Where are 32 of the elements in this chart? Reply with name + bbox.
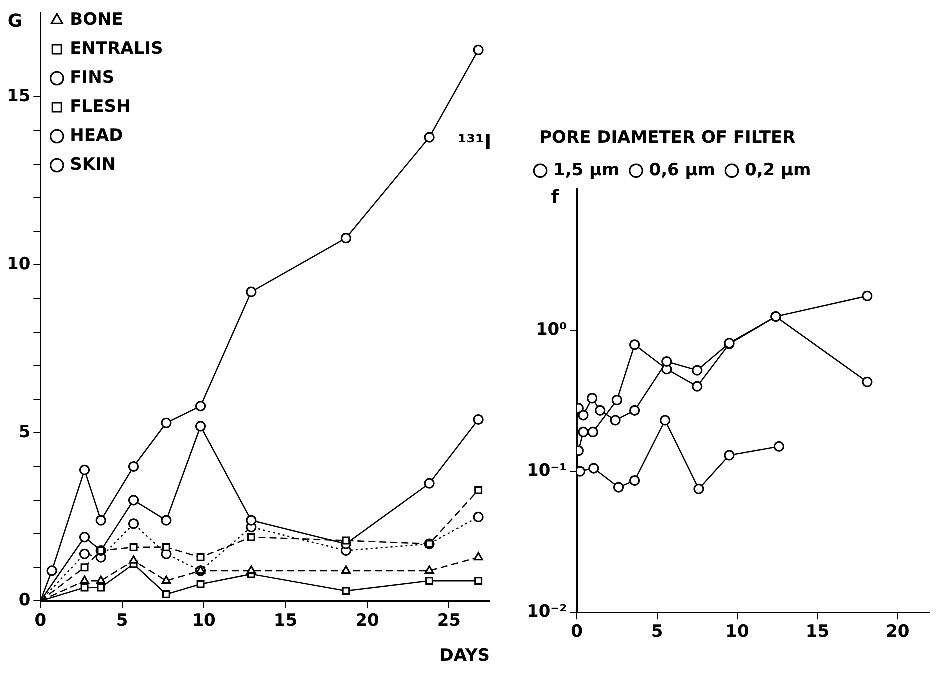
x-axis-title: DAYS — [440, 646, 490, 666]
x-tick-label: 0 — [571, 622, 584, 642]
y-axis-title: G — [8, 10, 23, 32]
y-tick-label: 5 — [18, 422, 31, 443]
x-tick-label: 25 — [437, 610, 461, 631]
y-tick-label: 0 — [18, 590, 31, 611]
legend-label: 1,5 µm — [554, 160, 620, 180]
legend-label: 0,2 µm — [745, 160, 812, 180]
legend-label: HEAD — [70, 126, 124, 146]
y-tick-label: 10⁰ — [536, 320, 568, 340]
x-tick-label: 15 — [806, 622, 830, 642]
x-tick-label: 10 — [726, 622, 750, 642]
annotation: ¹³¹I — [458, 130, 492, 154]
legend-title: PORE DIAMETER OF FILTER — [540, 128, 796, 148]
legend-label: SKIN — [70, 154, 116, 175]
legend-label: FINS — [70, 68, 115, 88]
x-tick-label: 0 — [34, 610, 47, 631]
x-tick-label: 15 — [274, 610, 298, 631]
y-tick-label: 10 — [6, 254, 31, 275]
legend-label: FLESH — [70, 96, 131, 117]
x-tick-label: 5 — [116, 610, 128, 631]
legend-label: 0,6 µm — [649, 160, 716, 180]
y-tick-label: 10⁻¹ — [527, 460, 568, 481]
y-tick-label: 10⁻² — [527, 602, 568, 622]
x-tick-label: 20 — [886, 622, 910, 642]
y-tick-label: 15 — [6, 86, 31, 107]
legend-label: BONE — [70, 10, 124, 30]
x-tick-label: 10 — [192, 610, 216, 631]
x-tick-label: 20 — [356, 610, 380, 631]
legend-label: ENTRALIS — [70, 38, 164, 59]
y-axis-title: f — [551, 187, 560, 208]
x-tick-label: 5 — [651, 622, 664, 642]
